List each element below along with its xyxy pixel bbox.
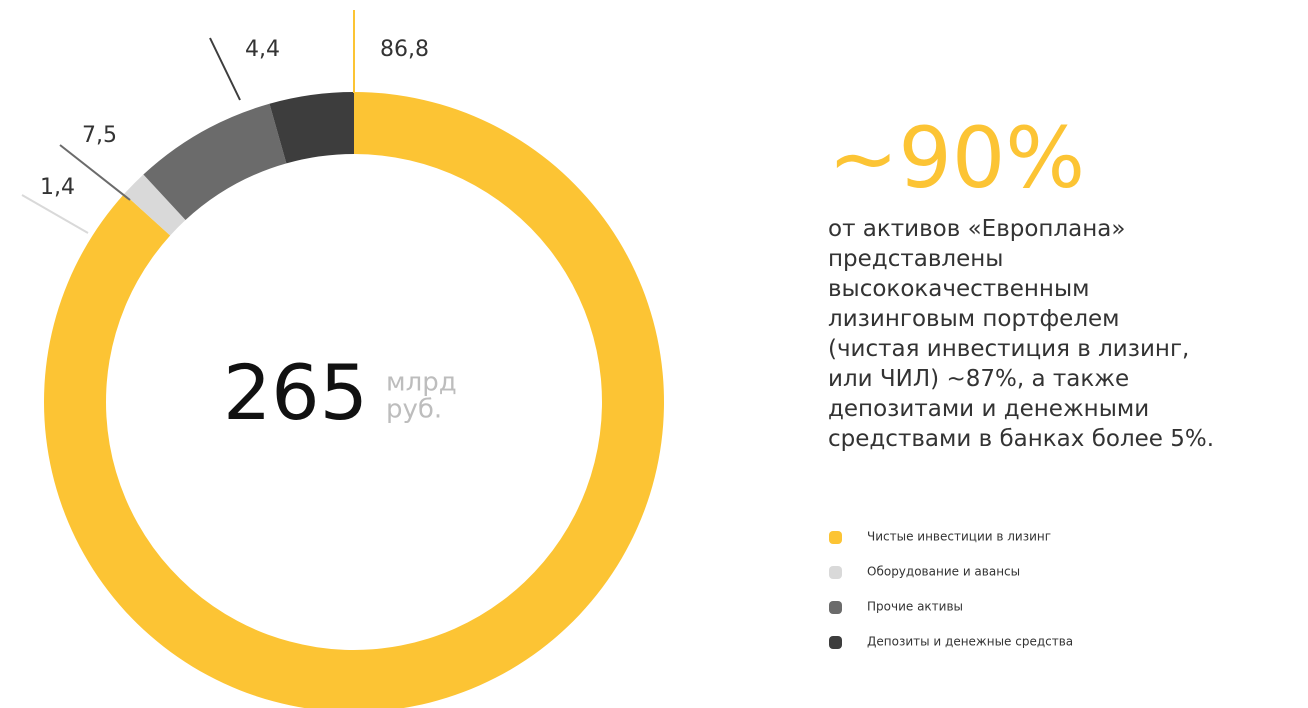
- center-unit: руб.: [386, 395, 442, 425]
- description-line: лизинговым портфелем: [828, 306, 1120, 332]
- legend-label: Чистые инвестиции в лизинг: [867, 530, 1051, 544]
- description-line: или ЧИЛ) ~87%, а также: [828, 366, 1130, 392]
- description: от активов «Европлана» представлены высоко…: [828, 214, 1298, 454]
- legend-label: Оборудование и авансы: [867, 565, 1020, 579]
- data-label: 86,8: [380, 37, 429, 62]
- description-line: средствами в банках более 5%.: [828, 426, 1215, 452]
- side-panel: ~90% от активов «Европлана» представлены в…: [828, 108, 1298, 454]
- donut-segment: [143, 103, 287, 221]
- data-label: 1,4: [40, 175, 75, 200]
- donut-segment: [124, 174, 186, 236]
- donut-segment: [269, 92, 354, 164]
- center-unit: млрд: [386, 368, 457, 398]
- description-line: представлены: [828, 246, 1004, 272]
- center-value: 265: [223, 348, 368, 437]
- legend-label: Депозиты и денежные средства: [867, 635, 1073, 649]
- data-label: 4,4: [245, 37, 280, 62]
- leader-line: [59, 144, 131, 201]
- legend-label: Прочие активы: [867, 600, 963, 614]
- description-line: от активов «Европлана»: [828, 216, 1126, 242]
- leader-line: [209, 37, 241, 101]
- legend-swatch: [829, 636, 842, 649]
- data-label: 7,5: [82, 123, 117, 148]
- description-line: депозитами и денежными: [828, 396, 1150, 422]
- description-line: высококачественным: [828, 276, 1090, 302]
- description-line: (чистая инвестиция в лизинг,: [828, 336, 1190, 362]
- legend-swatch: [829, 601, 842, 614]
- legend-swatch: [829, 566, 842, 579]
- legend-swatch: [829, 531, 842, 544]
- leader-line: [21, 194, 89, 234]
- headline: ~90%: [828, 109, 1086, 207]
